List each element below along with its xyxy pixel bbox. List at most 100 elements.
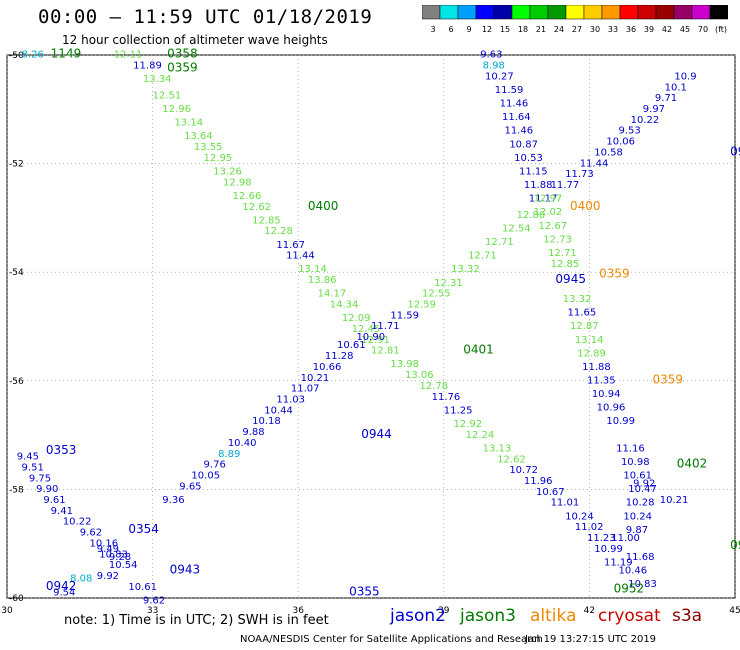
wave-height-label: 10.22 [63, 517, 92, 528]
wave-height-label: 9.90 [36, 484, 58, 495]
y-tick-label: -54 [9, 268, 24, 278]
scale-label: (ft) [715, 25, 727, 34]
wave-height-label: 10.16 [90, 538, 119, 549]
footer-note: note: 1) Time is in UTC; 2) SWH is in fe… [64, 613, 329, 628]
wave-height-label: 11.03 [276, 395, 305, 406]
wave-height-label: 10.22 [631, 115, 660, 126]
wave-height-label: 11.01 [551, 498, 580, 509]
wave-height-label: 10.40 [228, 438, 257, 449]
scale-label: 70 [698, 25, 708, 34]
y-tick-label: -60 [9, 594, 24, 604]
scale-label: 15 [500, 25, 510, 34]
wave-height-label: 10.96 [597, 403, 626, 414]
wave-height-label: 11.73 [565, 169, 594, 180]
wave-height-label: 13.32 [563, 294, 592, 305]
wave-height-label: 11.64 [502, 112, 531, 123]
wave-height-label: 11.44 [286, 251, 315, 262]
wave-height-label: 10.99 [606, 416, 635, 427]
wave-height-label: 14.17 [318, 289, 347, 300]
wave-height-label: 11.19 [604, 557, 633, 568]
pass-time-label: 0942 [46, 579, 77, 593]
footer-credit: NOAA/NESDIS Center for Satellite Applica… [240, 634, 543, 645]
wave-height-label: 13.86 [308, 275, 337, 286]
pass-time-label: 0402 [677, 457, 708, 471]
wave-height-label: 10.99 [594, 544, 623, 555]
wave-height-label: 9.54 [53, 587, 75, 598]
wave-height-label: 13.06 [405, 370, 434, 381]
wave-height-label: 11.23 [587, 533, 616, 544]
legend-cryosat: cryosat [598, 606, 661, 626]
x-tick-label: 45 [729, 606, 740, 616]
pass-time-label: 0952 [614, 582, 645, 596]
wave-height-label: 9.71 [655, 93, 677, 104]
pass-time-label: 0944 [361, 427, 392, 441]
wave-height-label: 11.25 [444, 405, 473, 416]
wave-height-label: 10.24 [565, 511, 594, 522]
pass-time-label: 8.26 [22, 50, 44, 61]
wave-height-label: 10.05 [191, 471, 220, 482]
y-tick-label: -50 [9, 51, 24, 61]
wave-height-label: 9.53 [619, 126, 641, 137]
legend-jason2: jason2 [390, 606, 446, 626]
wave-height-label: 11.16 [616, 443, 645, 454]
wave-height-label: 12.09 [342, 313, 371, 324]
wave-height-label: 9.28 [109, 552, 131, 563]
wave-height-label: 12.81 [371, 346, 400, 357]
wave-height-label: 9.92 [97, 571, 119, 582]
wave-height-label: 12.59 [407, 299, 436, 310]
wave-height-label: 10.61 [337, 340, 366, 351]
wave-height-label: 9.87 [626, 525, 648, 536]
wave-height-label: 9.75 [29, 473, 51, 484]
wave-height-label: 12.73 [543, 234, 572, 245]
wave-height-label: 11.46 [504, 126, 533, 137]
wave-height-label: 11.88 [582, 362, 611, 373]
wave-height-label: 11.02 [575, 522, 604, 533]
wave-height-label: 10.67 [536, 487, 565, 498]
y-tick-label: -58 [9, 485, 24, 495]
wave-height-label: 9.65 [179, 481, 201, 492]
color-scale-legend: 3 6 9 12 15 18 21 24 27 30 33 36 39 42 45 70 (ft) [422, 5, 728, 34]
wave-height-label: 10.72 [509, 465, 538, 476]
wave-height-label: 12.45 [352, 324, 381, 335]
wave-height-label: 10.98 [621, 457, 650, 468]
pass-time-label: 0355 [349, 584, 380, 598]
y-tick-label: -52 [9, 160, 24, 170]
wave-height-label: 13.34 [143, 74, 172, 85]
wave-height-label: 12.97 [534, 194, 563, 205]
wave-height-label: 13.32 [451, 264, 480, 275]
wave-height-label: 13.98 [390, 359, 419, 370]
wave-height-label: 9.88 [242, 427, 264, 438]
footer-date: Jan 19 13:27:15 UTC 2019 [525, 634, 657, 645]
pass-time-label: 0359 [167, 60, 198, 74]
wave-height-label: 11.07 [291, 384, 320, 395]
scale-label: 12 [482, 25, 492, 34]
wave-height-label: 11.59 [495, 85, 524, 96]
wave-height-label: 10.66 [313, 362, 342, 373]
pass-time-label: 0359 [652, 373, 683, 387]
wave-height-label: 10.61 [128, 582, 157, 593]
wave-height-label: 11.96 [524, 476, 553, 487]
wave-height-label: 12.89 [577, 348, 606, 359]
x-tick-label: 30 [1, 606, 13, 616]
scale-label: 21 [536, 25, 546, 34]
wave-height-label: 9.63 [480, 50, 502, 61]
wave-height-label: 11.67 [276, 240, 305, 251]
wave-height-label: 10.58 [594, 147, 623, 158]
pass-time-label: 095 [730, 538, 740, 552]
wave-height-label: 13.55 [194, 142, 223, 153]
legend-s3a: s3a [672, 606, 703, 626]
wave-height-label: 9.62 [143, 595, 165, 606]
scale-label: 24 [554, 25, 564, 34]
wave-height-label: 12.66 [233, 191, 262, 202]
wave-height-label: 12.95 [204, 153, 233, 164]
scale-label: 39 [644, 25, 654, 34]
wave-height-label: 13.14 [298, 264, 327, 275]
legend-jason3: jason3 [460, 606, 516, 626]
pass-time-label: 0944 [730, 144, 740, 158]
wave-height-label: 10.83 [628, 579, 657, 590]
wave-height-label: 11.35 [587, 376, 616, 387]
wave-height-label: 11.17 [529, 194, 558, 205]
wave-height-label: 11.88 [524, 180, 553, 191]
wave-height-label: 9.97 [643, 104, 665, 115]
